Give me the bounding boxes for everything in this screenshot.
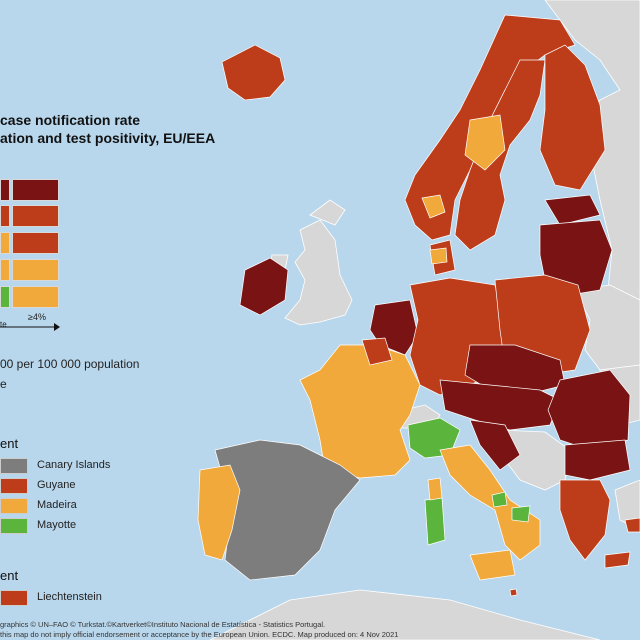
region-label: Liechtenstein [37,591,102,603]
legend-swatch [0,518,28,534]
footer-credits: graphics © UN–FAO © Turkstat.©Kartverket… [0,620,326,629]
estonia [544,194,601,226]
legend-cell [0,259,10,281]
legend-cell [0,232,10,254]
slovenia-croatia [469,419,521,471]
legend-cell [12,232,59,254]
outermost-regions-heading: ent [0,436,19,451]
france [299,344,421,479]
north-africa [209,589,601,640]
map-title-line-1: case notification rate [0,112,141,128]
legend-cell [0,205,10,227]
legend-cell [12,286,59,308]
sweden-jamtland [464,114,506,171]
legend-swatch [0,498,28,514]
italy-center-green [491,491,508,508]
corsica [427,477,443,501]
legend-swatch [0,478,28,494]
france-north [361,337,393,366]
region-label: Canary Islands [37,459,111,471]
ireland [239,257,289,316]
legend-arrow-label: ≥4% [28,312,46,322]
region-label: Guyane [37,479,76,491]
sicily [469,549,516,581]
legend-cell [0,179,10,201]
scotland-north [309,199,346,226]
legend-arrow [0,323,60,331]
portugal [197,464,241,561]
malta [509,588,518,597]
czech-slovakia [464,344,566,396]
turkey-edge [614,479,640,531]
legend-cell [0,286,10,308]
great-britain [284,219,353,326]
sardinia [424,497,446,546]
finland [539,44,606,191]
footer-disclaimer: this map do not imply official endorseme… [0,630,399,639]
region-label: Madeira [37,499,77,511]
legend-swatch [0,590,28,606]
note-fragment: e [0,377,7,391]
legend-swatch [0,458,28,474]
map-title-line-2: ation and test positivity, EU/EEA [0,130,216,146]
denmark-jutland-north [429,247,448,265]
legend-cell [12,179,59,201]
legend-axis-fragment: te [0,320,7,329]
legend-cell [12,205,59,227]
greece [559,479,611,561]
latvia-lithuania [539,219,613,296]
sweden-south [421,194,446,219]
greece-islands [604,551,631,569]
other-regions-heading: ent [0,568,19,583]
austria-hungary [439,379,561,431]
italy [439,444,541,561]
bulgaria [564,439,631,481]
italy-south-green [511,505,531,523]
cyprus-edge [624,517,640,533]
region-label: Mayotte [37,519,77,531]
romania [547,369,631,451]
population-note: 00 per 100 000 population [0,357,140,371]
iceland [221,44,286,101]
legend-cell [12,259,59,281]
